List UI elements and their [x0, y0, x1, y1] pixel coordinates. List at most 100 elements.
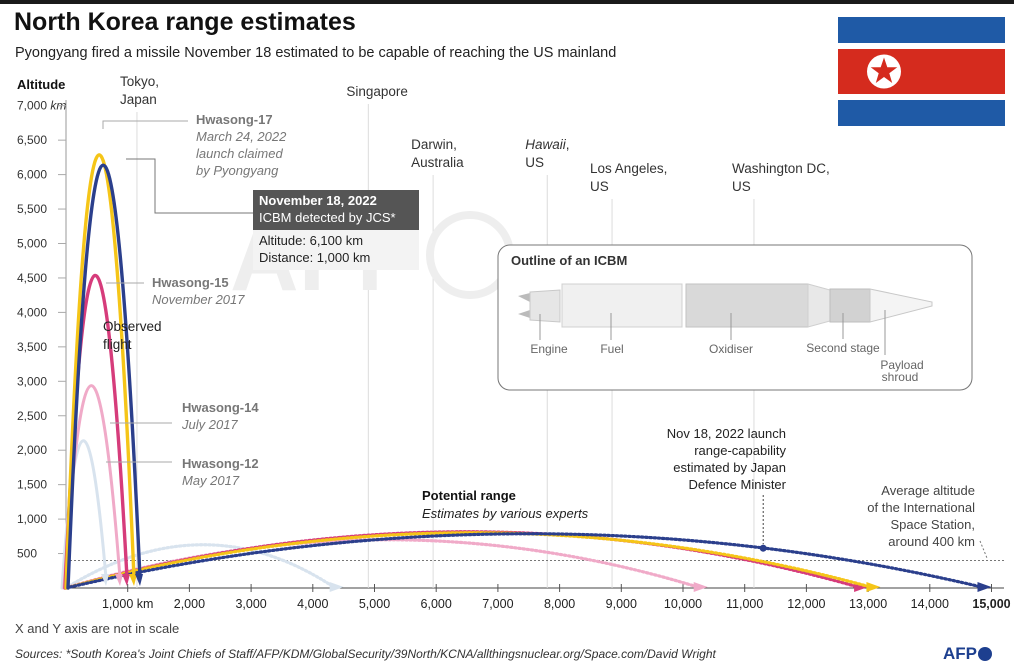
y-tick-label: 3,000 — [17, 374, 47, 388]
x-tick-label: 11,000 — [726, 597, 763, 611]
japan-estimate-3: estimated by Japan — [673, 460, 786, 475]
flag-blue-top — [838, 17, 1005, 43]
y-tick-label: 4,000 — [17, 305, 47, 319]
y-tick-label: 5,500 — [17, 202, 47, 216]
afp-logo-text: AFP — [943, 644, 977, 663]
icbm-engine-nozzles — [518, 293, 530, 318]
nov18-annotation: November 18, 2022 ICBM detected by JCS* … — [126, 158, 419, 270]
japan-estimate-annotation: Nov 18, 2022 launch range-capability est… — [667, 426, 787, 545]
chart-subtitle: Pyongyang fired a missile November 18 es… — [15, 45, 617, 61]
iss-note-2: of the International — [867, 500, 975, 515]
observed-flight-arc — [64, 153, 136, 590]
y-tick-label: 6,000 — [17, 168, 47, 182]
y-tick-label: 6,500 — [17, 133, 47, 147]
x-tick-label: 15,000 — [972, 597, 1010, 611]
nov18-detected: ICBM detected by JCS* — [259, 210, 396, 225]
city-label: Singapore — [346, 84, 408, 99]
y-tick-label: 1,500 — [17, 478, 47, 492]
x-tick-label: 4,000 — [297, 597, 328, 611]
y-axis-title: Altitude — [17, 77, 65, 92]
flag-white-bottom — [838, 94, 1005, 100]
y-ticks: 500 1,000 1,500 2,000 2,500 3,000 3,500 4,000 4,… — [17, 99, 66, 561]
axes — [65, 100, 1004, 589]
nov18-detail-box — [253, 230, 419, 270]
nov18-leader — [126, 158, 253, 214]
icbm-outline-panel: Outline of an ICBM Engine Fuel Oxidiser … — [497, 244, 973, 391]
y-tick-label: 2,000 — [17, 443, 47, 457]
icbm-second-stage — [829, 288, 871, 323]
iss-annotation: Average altitude of the International Sp… — [867, 483, 988, 559]
flag-blue-bottom — [838, 100, 1005, 126]
afp-logo-dot — [978, 647, 992, 661]
flag-star — [870, 57, 898, 83]
japan-estimate-marker — [759, 544, 767, 552]
city-label-line2: US — [590, 179, 609, 194]
observed-flight-arc — [66, 163, 142, 590]
nov18-title: November 18, 2022 — [259, 193, 377, 208]
x-tick-label: 1,000 km — [102, 597, 153, 611]
flag-red-band — [838, 49, 1005, 94]
iss-note-1: Average altitude — [881, 483, 975, 498]
nov18-altitude: Altitude: 6,100 km — [259, 233, 363, 248]
y-tick-label: 3,500 — [17, 340, 47, 354]
icbm-part-second-stage: Second stage — [806, 341, 880, 355]
hwasong-14-annotation: Hwasong-14 July 2017 — [110, 400, 259, 432]
city-label: Los Angeles, — [590, 161, 667, 176]
potential-range-note: Estimates by various experts — [422, 506, 589, 521]
y-tick-label: 500 — [17, 547, 37, 561]
observed-flight-arcs — [60, 153, 143, 590]
x-tick-label: 8,000 — [544, 597, 575, 611]
japan-estimate-1: Nov 18, 2022 launch — [667, 426, 786, 441]
potential-range-arrowhead — [866, 582, 881, 592]
observed-flight-arrowhead — [129, 574, 137, 586]
sources-line: Sources: *South Korea's Joint Chiefs of … — [15, 647, 716, 661]
y-tick-label: 2,500 — [17, 409, 47, 423]
observed-flight-arrowhead — [122, 574, 130, 586]
japan-estimate-4: Defence Minister — [688, 477, 786, 492]
japan-estimate-2: range-capability — [694, 443, 786, 458]
icbm-fuel-tank — [561, 283, 683, 328]
x-tick-label: 9,000 — [606, 597, 637, 611]
potential-range-annotation: Potential range Estimates by various exp… — [422, 488, 589, 521]
y-tick-label: 1,000 — [17, 512, 47, 526]
hwasong-12-label: Hwasong-12 — [182, 456, 259, 471]
x-tick-label: 13,000 — [849, 597, 887, 611]
x-ticks: 1,000 km 2,000 3,000 4,000 5,000 6,000 7,000 8,… — [102, 584, 1011, 611]
hwasong-17-leader — [102, 120, 188, 129]
hwasong-12-annotation: Hwasong-12 May 2017 — [106, 456, 259, 488]
x-tick-label: 7,000 — [482, 597, 513, 611]
icbm-interstage — [807, 283, 831, 328]
city-label: Washington DC, — [732, 161, 830, 176]
hwasong-15-date: November 2017 — [152, 292, 245, 307]
icbm-illustration — [518, 283, 933, 328]
observed-label-2: flight — [103, 337, 132, 352]
hwasong-17-note1: launch claimed — [196, 146, 283, 161]
hwasong-15-annotation: Hwasong-15 November 2017 — [106, 275, 245, 307]
city-label-line2: Australia — [411, 155, 464, 170]
potential-range-arc — [64, 543, 336, 590]
afp-logo: AFP — [943, 644, 992, 664]
icbm-panel-title: Outline of an ICBM — [511, 253, 627, 268]
x-tick-label: 14,000 — [911, 597, 949, 611]
potential-range-arc — [64, 532, 984, 590]
city-label-line2: Japan — [120, 92, 157, 107]
city-label-comma: , — [566, 137, 570, 152]
x-tick-label: 5,000 — [359, 597, 390, 611]
potential-range-arrowhead — [977, 582, 992, 592]
hwasong-17-label: Hwasong-17 — [196, 112, 273, 127]
icbm-oxidiser-tank — [685, 283, 809, 328]
hwasong-14-date: July 2017 — [181, 417, 238, 432]
chart-title: North Korea range estimates — [14, 8, 356, 36]
hwasong-14-label: Hwasong-14 — [182, 400, 259, 415]
north-korea-flag — [838, 17, 1005, 126]
nov18-distance: Distance: 1,000 km — [259, 250, 370, 265]
iss-note-3: Space Station, — [890, 517, 975, 532]
hwasong-15-label: Hwasong-15 — [152, 275, 229, 290]
icbm-part-payload: Payload — [880, 358, 923, 372]
x-tick-label: 3,000 — [235, 597, 266, 611]
icbm-part-oxidiser: Oxidiser — [709, 342, 753, 356]
hwasong-17-note2: by Pyongyang — [196, 163, 279, 178]
potential-range-title: Potential range — [422, 488, 516, 503]
icbm-part-shroud: shroud — [882, 370, 919, 384]
